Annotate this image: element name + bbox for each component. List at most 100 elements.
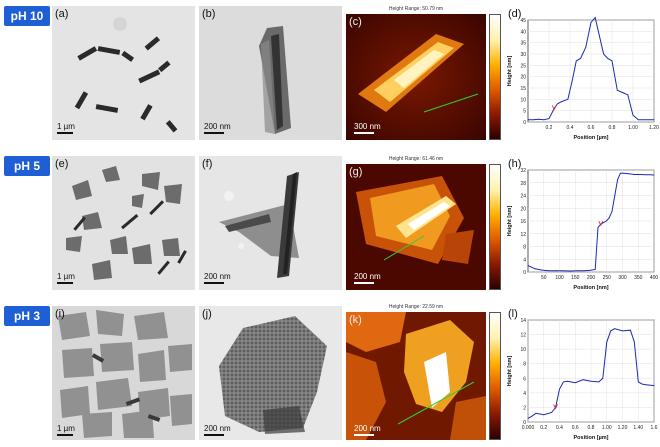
scale-bar: 200 nm bbox=[354, 424, 381, 436]
y-tick-label: 4 bbox=[523, 257, 526, 263]
profile-point bbox=[557, 103, 558, 105]
profile-point bbox=[606, 220, 607, 222]
y-tick-label: 20 bbox=[520, 75, 526, 81]
profile-point bbox=[620, 172, 621, 174]
panel-label: (e) bbox=[55, 158, 69, 170]
profile-point bbox=[527, 417, 529, 419]
y-tick-label: 25 bbox=[520, 63, 526, 69]
profile-point bbox=[532, 119, 534, 121]
row-ph3: pH 3 (i) bbox=[0, 302, 660, 442]
profile-point bbox=[627, 94, 629, 96]
colorbar bbox=[489, 312, 501, 440]
profile-point bbox=[617, 179, 618, 180]
x-tick-label: 1.6 bbox=[651, 425, 658, 431]
profile-point bbox=[629, 329, 631, 331]
tem-panel-f: (f) 200 nm bbox=[199, 156, 342, 290]
y-tick-label: 35 bbox=[520, 41, 526, 47]
x-tick-label: 0.6 bbox=[588, 125, 595, 131]
profile-point bbox=[548, 270, 550, 272]
profile-point bbox=[534, 268, 536, 270]
profile-point bbox=[543, 414, 545, 416]
scale-bar: 200 nm bbox=[204, 272, 231, 284]
profile-point bbox=[582, 379, 584, 381]
profile-point bbox=[614, 328, 616, 330]
afm-panel-c: Height Range: 50.79 nm (c) 300 nm bbox=[346, 6, 486, 140]
y-tick-label: 8 bbox=[523, 245, 526, 251]
y-tick-label: 2 bbox=[523, 405, 526, 411]
profile-point bbox=[597, 226, 599, 228]
x-tick-label: 0.2 bbox=[546, 125, 553, 131]
row-ph5: pH 5 (e) bbox=[0, 152, 660, 292]
profile-point bbox=[594, 269, 596, 270]
x-tick-label: 0.6 bbox=[572, 425, 579, 431]
profile-point bbox=[632, 114, 634, 116]
profile-point bbox=[538, 118, 539, 120]
y-tick-label: 0 bbox=[523, 120, 526, 126]
scale-bar: 200 nm bbox=[354, 272, 381, 284]
y-tick-label: 6 bbox=[523, 376, 526, 382]
profile-point bbox=[543, 119, 545, 121]
y-axis-label: Height [nm] bbox=[507, 206, 513, 237]
profile-point bbox=[641, 383, 643, 385]
profile-point bbox=[580, 58, 581, 59]
ph-label: pH 3 bbox=[4, 306, 50, 326]
cursor-marker bbox=[598, 221, 604, 227]
panel-label: (l) bbox=[508, 308, 518, 320]
profile-point bbox=[602, 377, 604, 379]
profile-point bbox=[563, 381, 564, 383]
x-axis-label: Position [µm] bbox=[574, 135, 609, 141]
height-profile-d: (d) 0 5 10 15 20 25 30 35 40 45 0.2 0.4 0.6 0.8 1.00 1.… bbox=[504, 6, 660, 142]
panel-label: (h) bbox=[508, 158, 522, 170]
profile-point bbox=[616, 89, 618, 91]
y-tick-label: 16 bbox=[520, 219, 526, 225]
x-tick-label: 250 bbox=[603, 275, 612, 281]
profile-point bbox=[562, 270, 564, 272]
profile-point bbox=[589, 270, 590, 271]
profile-point bbox=[590, 380, 592, 382]
panel-label: (b) bbox=[202, 8, 216, 20]
y-tick-label: 24 bbox=[520, 194, 526, 200]
x-tick-label: 1.20 bbox=[618, 425, 628, 431]
tem-panel-a: (a) 1 µm bbox=[52, 6, 195, 140]
scale-bar: 1 µm bbox=[57, 272, 75, 284]
profile-point bbox=[566, 380, 568, 382]
y-tick-label: 8 bbox=[523, 362, 526, 368]
y-tick-label: 4 bbox=[523, 391, 526, 397]
profile-point bbox=[639, 174, 641, 175]
profile-point bbox=[541, 269, 543, 271]
profile-point bbox=[608, 217, 610, 219]
tem-panel-b: (b) 200 nm bbox=[199, 6, 342, 140]
x-tick-label: 100 bbox=[555, 275, 564, 281]
colorbar bbox=[489, 14, 501, 140]
y-tick-label: 10 bbox=[520, 97, 526, 103]
afm-height-map bbox=[346, 312, 486, 440]
profile-point bbox=[650, 174, 652, 176]
x-tick-label: 0.8 bbox=[609, 125, 616, 131]
panel-label: (i) bbox=[55, 308, 65, 320]
profile-point bbox=[527, 265, 529, 267]
profile-point bbox=[535, 412, 537, 414]
y-tick-label: 5 bbox=[523, 109, 526, 115]
panel-label: (a) bbox=[55, 8, 69, 20]
ph-label: pH 10 bbox=[4, 6, 50, 26]
profile-point bbox=[603, 222, 604, 223]
row-ph10: pH 10 (a) 1 µm bbox=[0, 2, 660, 142]
y-axis-label: Height [nm] bbox=[507, 356, 513, 387]
profile-point bbox=[610, 330, 612, 332]
profile-point bbox=[559, 388, 560, 390]
profile-point bbox=[611, 60, 613, 62]
profile-point bbox=[653, 385, 655, 386]
y-tick-label: 32 bbox=[520, 168, 526, 174]
y-tick-label: 12 bbox=[520, 333, 526, 339]
y-tick-label: 0 bbox=[523, 270, 526, 276]
y-tick-label: 0 bbox=[523, 420, 526, 426]
afm-height-map bbox=[346, 14, 486, 140]
profile-point bbox=[569, 270, 571, 272]
x-tick-label: 0.4 bbox=[556, 425, 563, 431]
profile-point bbox=[643, 119, 644, 121]
y-tick-label: 20 bbox=[520, 206, 526, 212]
y-tick-label: 28 bbox=[520, 181, 526, 187]
y-tick-label: 15 bbox=[520, 86, 526, 92]
x-tick-label: 1.00 bbox=[602, 425, 612, 431]
profile-point bbox=[548, 118, 550, 119]
